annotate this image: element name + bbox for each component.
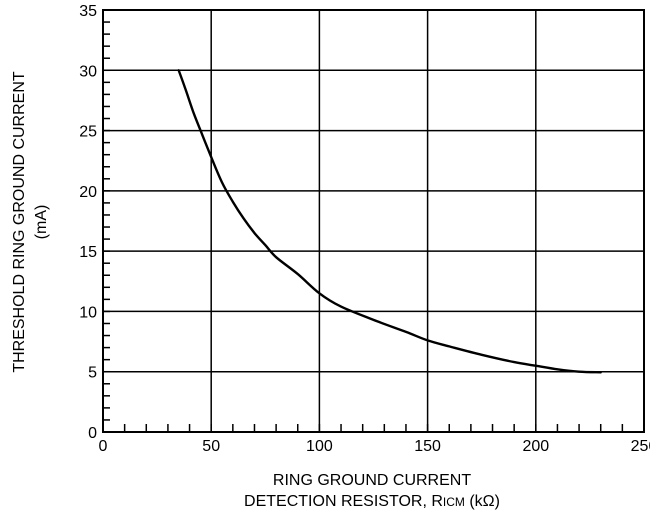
y-tick-label: 35 (79, 3, 97, 20)
y-tick-label: 20 (79, 184, 97, 201)
x-axis-title-prefix: DETECTION RESISTOR, R (244, 493, 443, 510)
x-axis-title-line1: RING GROUND CURRENT (273, 472, 471, 489)
x-tick-label: 250 (631, 438, 650, 455)
y-tick-label: 15 (79, 244, 97, 261)
y-tick-label: 5 (88, 365, 97, 382)
minor-ticks (102, 9, 645, 433)
x-tick-label: 200 (522, 438, 549, 455)
y-axis-title-line2: (mA) (33, 205, 50, 240)
x-axis-title-subscript: ICM (443, 495, 465, 509)
series-curve (177, 69, 602, 374)
x-tick-label: 0 (99, 438, 108, 455)
y-tick-label: 30 (79, 63, 97, 80)
y-axis-title-line1: THRESHOLD RING GROUND CURRENT (11, 71, 28, 373)
x-tick-label: 50 (202, 438, 220, 455)
x-tick-labels: 0 50 100 150 200 250 (99, 438, 650, 455)
x-tick-label: 150 (414, 438, 441, 455)
x-axis-title-line2: DETECTION RESISTOR, RICM (kΩ) (244, 493, 500, 510)
x-tick-label: 100 (306, 438, 333, 455)
y-tick-label: 0 (88, 425, 97, 442)
x-axis-title-suffix: (kΩ) (465, 493, 500, 510)
plot-frame (102, 9, 645, 433)
y-tick-labels: 0 5 10 15 20 25 30 35 (79, 3, 97, 442)
grid-lines (103, 10, 644, 432)
y-tick-label: 10 (79, 304, 97, 321)
y-tick-label: 25 (79, 124, 97, 141)
